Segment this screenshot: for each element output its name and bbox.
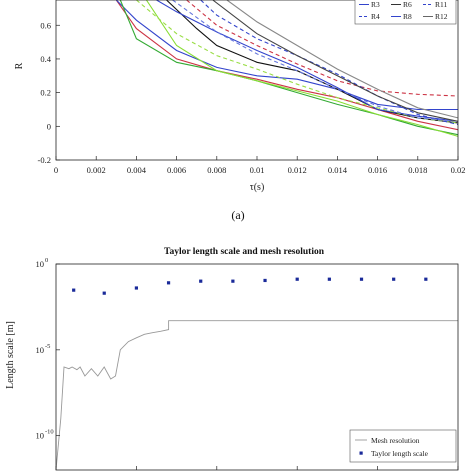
x-tick-label: 0.004: [127, 165, 147, 175]
taylor-point: [166, 281, 171, 285]
x-tick-label: 0.008: [207, 165, 226, 175]
x-tick-label: 0.018: [408, 165, 427, 175]
y-tick-label: 0.2: [40, 88, 51, 98]
y-axis-label: R: [14, 62, 25, 69]
y-tick-label: 0.4: [40, 54, 51, 64]
x-axis-label: τ(s): [250, 182, 265, 193]
y-tick-label: 10: [36, 345, 45, 355]
y-tick-exponent: -10: [45, 429, 54, 436]
legend-label: R3: [371, 0, 380, 9]
taylor-point: [102, 291, 106, 295]
series-line-2: [115, 0, 458, 111]
legend-label: R4: [371, 12, 380, 21]
series-line-12: [212, 0, 458, 122]
x-tick-label: 0: [54, 165, 58, 175]
taylor-point: [134, 286, 138, 290]
taylor-point: [72, 288, 76, 292]
y-tick-exponent: 0: [45, 257, 48, 264]
taylor-point: [295, 277, 299, 281]
y-tick-exponent: -5: [45, 343, 50, 350]
series-line-4: [145, 0, 458, 137]
x-tick-label: 0.006: [167, 165, 186, 175]
taylor-point: [359, 277, 364, 281]
y-tick-label: 0: [47, 121, 51, 131]
legend: Mesh resolution Taylor length scale: [349, 429, 457, 463]
y-tick-label: 10: [36, 431, 45, 441]
taylor-point: [231, 279, 235, 283]
series-line-1: [115, 0, 458, 131]
legend-label: Taylor length scale: [371, 449, 429, 458]
taylor-point: [327, 277, 331, 281]
legend-box: [354, 0, 457, 25]
legend-box: [349, 429, 457, 463]
series-line-3: [119, 0, 458, 136]
series-line-11: [226, 0, 458, 119]
taylor-point: [199, 279, 203, 283]
taylor-length-chart: Taylor length scale and mesh resolution …: [5, 247, 462, 474]
x-tick-label: 0.012: [288, 165, 307, 175]
y-tick-label: 10: [36, 259, 45, 269]
x-tick-label: 0.002: [87, 165, 106, 175]
subfigure-label: (a): [231, 208, 244, 222]
series-line-10: [172, 0, 458, 122]
chart-title: Taylor length scale and mesh resolution: [164, 247, 325, 257]
x-tick-label: 0.016: [368, 165, 387, 175]
legend-label: R11: [435, 0, 447, 9]
series-line-8: [186, 0, 458, 97]
correlation-chart: 0 0.002 0.004 0.006 0.008 0.01 0.012 0.014 0.016…: [14, 0, 465, 193]
plot-frame: [55, 263, 459, 471]
taylor-point: [392, 277, 396, 281]
legend-label: R6: [403, 0, 412, 9]
legend-swatch: [359, 451, 363, 455]
taylor-point: [263, 278, 267, 283]
legend: R3 R4 R6 R8 R11 R12: [354, 0, 457, 25]
x-tick-label: 0.01: [250, 165, 265, 175]
legend-label: Mesh resolution: [371, 436, 420, 445]
x-tick-label: 0.014: [328, 165, 348, 175]
series-line-9: [200, 0, 458, 126]
y-tick-label: 0.6: [40, 20, 51, 30]
y-tick-label: -0.2: [38, 155, 51, 165]
legend-label: R12: [435, 12, 448, 21]
mesh-resolution-line: [55, 320, 458, 471]
x-tick-label: 0.02: [451, 165, 466, 175]
legend-label: R8: [403, 12, 412, 21]
y-axis-label: Length scale [m]: [5, 321, 16, 389]
taylor-point: [424, 277, 428, 281]
